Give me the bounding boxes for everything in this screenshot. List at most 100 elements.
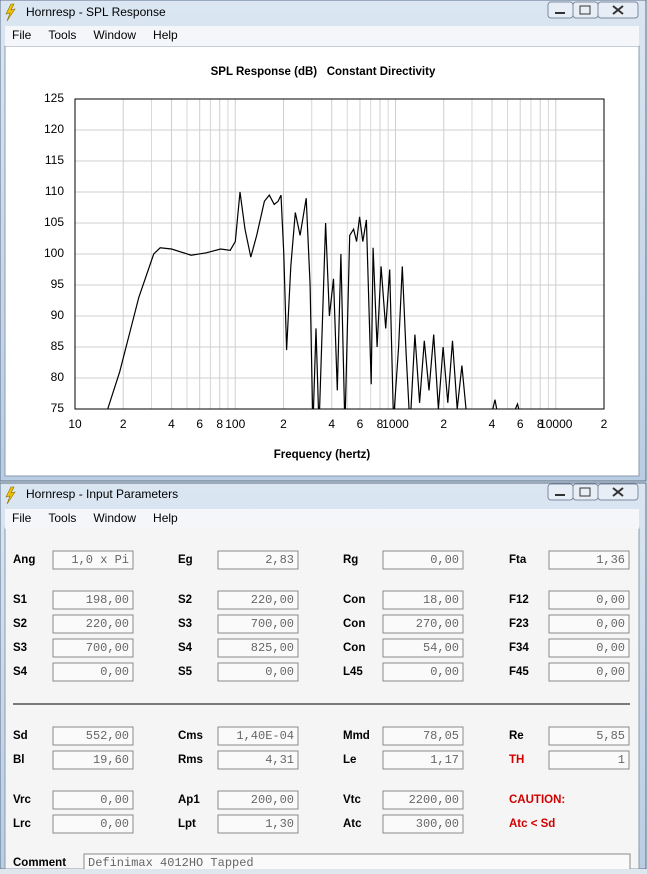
window-buttons[interactable] (547, 483, 639, 501)
param-field[interactable] (548, 726, 630, 746)
param-value: 0,00 (430, 553, 459, 567)
x-tick-label: 2 (601, 417, 608, 431)
param-label: F12 (509, 594, 529, 606)
param-value: 0,00 (100, 817, 129, 831)
param-field[interactable] (52, 614, 134, 634)
param-field[interactable] (548, 550, 630, 570)
param-field[interactable] (217, 750, 299, 770)
x-tick-label: 6 (517, 417, 524, 431)
param-label: Vtc (343, 794, 362, 806)
param-field[interactable] (217, 614, 299, 634)
param-field[interactable] (382, 790, 464, 810)
comment-label: Comment (13, 857, 66, 869)
param-field[interactable] (52, 726, 134, 746)
y-tick-label: 110 (45, 184, 64, 198)
menu-item[interactable]: Help (153, 511, 178, 525)
param-value: 270,00 (416, 617, 459, 631)
x-tick-label: 10 (68, 417, 82, 431)
param-field[interactable] (52, 550, 134, 570)
param-field[interactable] (52, 638, 134, 658)
param-field[interactable] (548, 590, 630, 610)
param-value: 4,31 (265, 753, 294, 767)
param-field[interactable] (217, 790, 299, 810)
param-value: 0,00 (596, 617, 625, 631)
param-value: 552,00 (86, 729, 129, 743)
param-field[interactable] (548, 662, 630, 682)
param-field[interactable] (52, 814, 134, 834)
param-value: 220,00 (86, 617, 129, 631)
y-tick-label: 90 (51, 308, 65, 322)
y-tick-label: 75 (51, 401, 65, 415)
param-label: Con (343, 642, 365, 654)
menu-item[interactable]: Window (93, 511, 136, 525)
param-value: 0,00 (596, 641, 625, 655)
x-axis-label: Frequency (hertz) (274, 449, 371, 461)
param-field[interactable] (52, 790, 134, 810)
param-value: 0,00 (100, 793, 129, 807)
param-label: Cms (178, 730, 203, 742)
param-field[interactable] (217, 638, 299, 658)
param-field[interactable] (52, 590, 134, 610)
param-field[interactable] (382, 590, 464, 610)
param-field[interactable] (217, 550, 299, 570)
param-field[interactable] (548, 750, 630, 770)
param-label: Ap1 (178, 794, 200, 806)
param-label: S4 (13, 666, 28, 678)
param-field[interactable] (548, 638, 630, 658)
param-value: 825,00 (251, 641, 294, 655)
param-field[interactable] (382, 550, 464, 570)
param-label: S3 (178, 618, 192, 630)
param-field[interactable] (217, 814, 299, 834)
menu-item[interactable]: File (12, 511, 32, 525)
param-field[interactable] (382, 726, 464, 746)
param-label: L45 (343, 666, 363, 678)
param-label: Vrc (13, 794, 32, 806)
param-field[interactable] (217, 590, 299, 610)
window-title: Hornresp - Input Parameters (26, 487, 178, 501)
param-field[interactable] (382, 614, 464, 634)
menu-item[interactable]: Tools (48, 28, 76, 42)
param-value: 54,00 (423, 641, 459, 655)
menu-item[interactable]: Window (93, 28, 136, 42)
y-tick-label: 105 (44, 215, 64, 229)
param-label: S5 (178, 666, 193, 678)
param-label: Eg (178, 554, 193, 566)
param-value: 1,40E-04 (236, 729, 294, 743)
window-buttons[interactable] (547, 1, 639, 19)
param-value: 78,05 (423, 729, 459, 743)
spl-curve (107, 191, 520, 409)
param-value: 2,83 (265, 553, 294, 567)
param-label: Lrc (13, 818, 32, 830)
param-field[interactable] (382, 638, 464, 658)
x-tick-label: 8 (377, 417, 384, 431)
param-label: F23 (509, 618, 529, 630)
param-field[interactable] (217, 726, 299, 746)
param-value: 198,00 (86, 593, 129, 607)
x-tick-label: 2 (120, 417, 127, 431)
x-tick-label: 8 (537, 417, 544, 431)
param-field[interactable] (382, 750, 464, 770)
param-field[interactable] (548, 614, 630, 634)
param-label: Rg (343, 554, 358, 566)
param-field[interactable] (52, 662, 134, 682)
param-field[interactable] (52, 750, 134, 770)
plot-frame (74, 98, 605, 410)
param-value: 18,00 (423, 593, 459, 607)
x-tick-label: 1000 (382, 417, 409, 431)
menu-item[interactable]: Tools (48, 511, 76, 525)
param-field[interactable] (217, 662, 299, 682)
menu-item[interactable]: File (12, 28, 32, 42)
y-tick-label: 100 (44, 246, 64, 260)
param-label: Le (343, 754, 356, 766)
param-label: Rms (178, 754, 203, 766)
param-field[interactable] (382, 814, 464, 834)
param-field[interactable] (382, 662, 464, 682)
form-client (4, 527, 640, 870)
param-label: CAUTION: (509, 794, 565, 806)
param-value: 700,00 (86, 641, 129, 655)
param-label: Mmd (343, 730, 370, 742)
param-label: S2 (178, 594, 192, 606)
menu-item[interactable]: Help (153, 28, 178, 42)
chart-client (4, 45, 640, 477)
